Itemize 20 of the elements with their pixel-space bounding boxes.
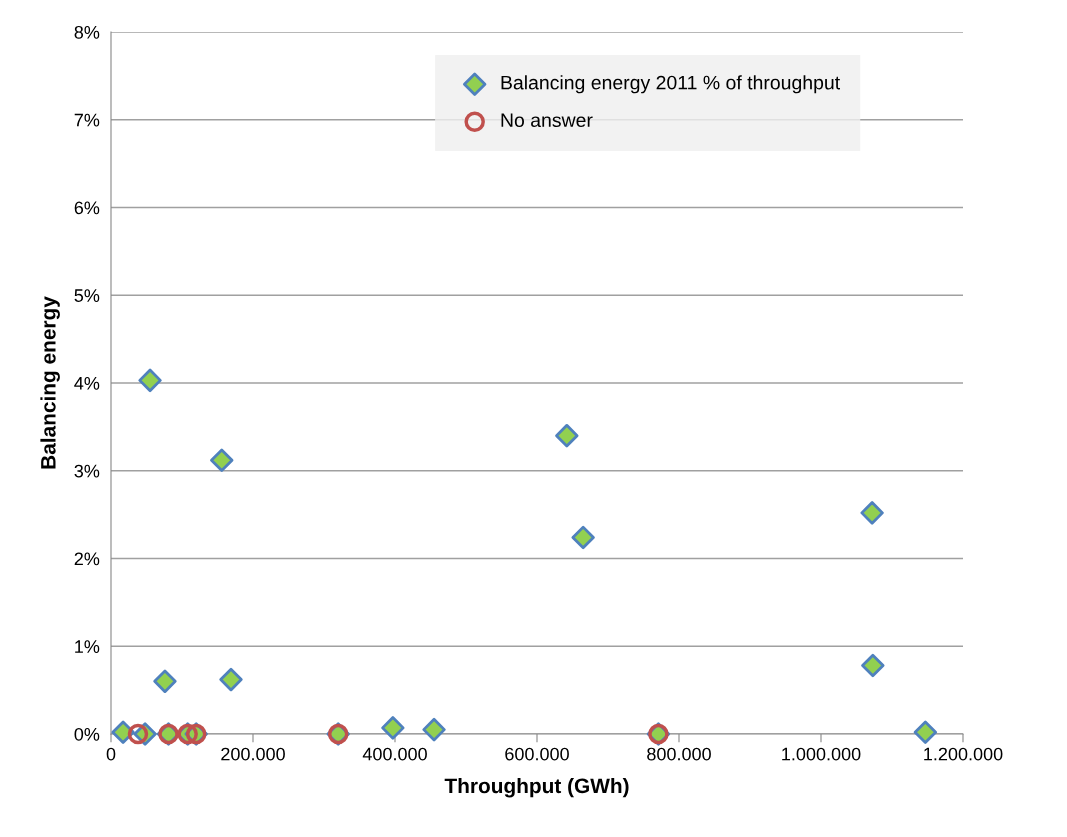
x-tick-label: 800.000 [647,747,711,761]
y-tick-label: 5% [74,289,100,302]
legend-label: No answer [501,113,593,128]
y-tick-label: 8% [74,25,100,39]
x-axis-title: Throughput (GWh) [444,777,629,798]
x-tick-label: 200.000 [221,747,285,761]
y-tick-label: 2% [74,552,100,566]
x-tick-label: 0 [106,747,116,761]
y-tick-label: 4% [74,377,100,390]
legend-label: Balancing energy 2011 % of throughput [501,75,840,94]
y-tick-label: 7% [74,113,100,127]
x-tick-label: 1.200.000 [924,747,1003,761]
y-tick-label: 6% [74,201,100,215]
x-tick-label: 600.000 [505,747,569,761]
y-tick-label: 3% [74,464,100,478]
y-tick-label: 1% [75,640,100,653]
y-tick-label: 0% [74,727,100,741]
x-tick-label: 400.000 [362,747,427,761]
y-axis-title: Balancing energy [40,296,60,469]
x-tick-label: 1.000.000 [782,747,861,761]
